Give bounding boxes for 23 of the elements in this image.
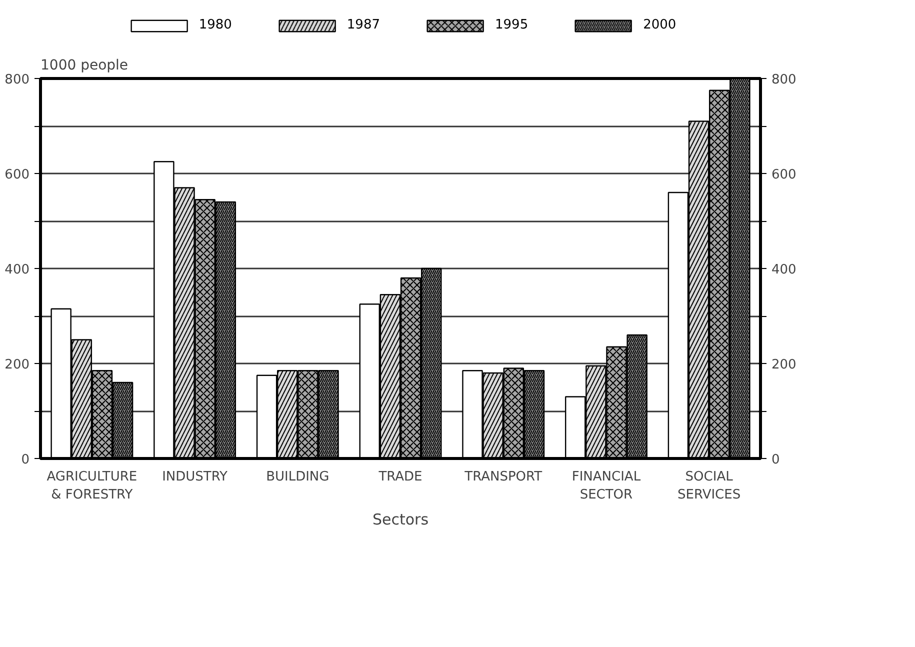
x-tick-label: AGRICULTURE & FORESTRY [46, 470, 138, 502]
x-tick-label: INDUSTRY [162, 470, 228, 484]
y-tick-label: 400 [4, 262, 30, 278]
y-tick-label: 0 [21, 452, 30, 468]
legend-label: 1987 [346, 18, 380, 32]
y-axis-title: 1000 people [40, 58, 128, 74]
x-tick-label: TRANSPORT [464, 470, 542, 484]
y-tick-label: 600 [4, 168, 30, 182]
y2-tick-label: 400 [772, 262, 796, 278]
x-tick-label: BUILDING [266, 470, 330, 484]
legend-label: 1995 [495, 18, 528, 32]
y-tick-label: 200 [4, 358, 30, 372]
legend-label: 1980 [198, 18, 232, 32]
y2-tick-label: 200 [772, 358, 796, 372]
x-tick-label: SOCIAL SERVICES [678, 470, 741, 502]
legend-label: 2000 [643, 18, 676, 32]
y2-tick-label: 800 [772, 72, 796, 88]
y2-tick-label: 600 [772, 168, 796, 182]
x-tick-label: TRADE [378, 470, 422, 484]
y2-tick-label: 0 [772, 452, 780, 468]
x-axis-title: Sectors [372, 510, 429, 528]
y-tick-label: 800 [4, 72, 30, 88]
x-tick-label: FINANCIAL SECTOR [572, 470, 642, 502]
